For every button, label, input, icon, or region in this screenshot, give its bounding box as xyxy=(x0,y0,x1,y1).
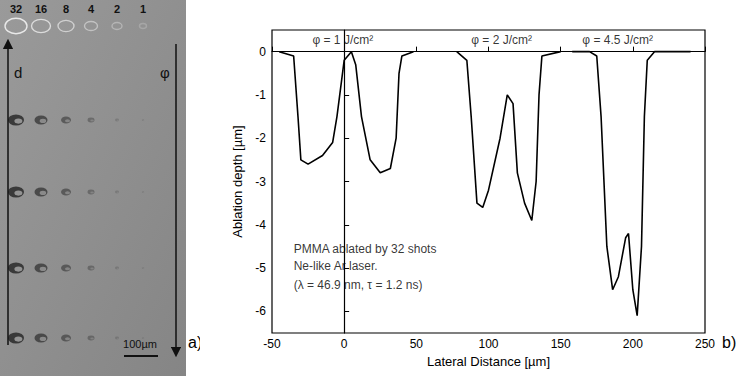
svg-text:100: 100 xyxy=(478,337,498,351)
svg-text:50: 50 xyxy=(410,337,424,351)
svg-text:8: 8 xyxy=(63,3,69,15)
svg-text:-4: -4 xyxy=(255,218,266,232)
svg-text:Ne-like Ar laser.: Ne-like Ar laser. xyxy=(294,259,378,273)
svg-text:φ = 1 J/cm²: φ = 1 J/cm² xyxy=(312,33,373,47)
svg-text:d: d xyxy=(14,64,22,81)
svg-text:16: 16 xyxy=(35,3,47,15)
svg-text:Ablation depth [µm]: Ablation depth [µm] xyxy=(230,125,245,237)
html-text:b): b) xyxy=(722,334,737,351)
svg-text:4: 4 xyxy=(88,3,95,15)
svg-text:2: 2 xyxy=(114,3,120,15)
svg-text:φ = 4.5 J/cm²: φ = 4.5 J/cm² xyxy=(582,33,653,47)
svg-text:φ: φ xyxy=(160,64,170,81)
svg-text:1: 1 xyxy=(140,3,146,15)
svg-text:PMMA ablated by 32 shots: PMMA ablated by 32 shots xyxy=(294,242,437,256)
svg-text:0: 0 xyxy=(259,45,266,59)
svg-text:200: 200 xyxy=(623,337,643,351)
svg-text:32: 32 xyxy=(10,3,22,15)
svg-text:-50: -50 xyxy=(263,337,281,351)
svg-text:100µm: 100µm xyxy=(123,338,157,350)
svg-text:150: 150 xyxy=(551,337,571,351)
svg-text:-2: -2 xyxy=(255,131,266,145)
svg-text:0: 0 xyxy=(341,337,348,351)
svg-text:φ = 2 J/cm²: φ = 2 J/cm² xyxy=(471,33,532,47)
svg-text:-5: -5 xyxy=(255,261,266,275)
svg-text:Lateral Distance [µm]: Lateral Distance [µm] xyxy=(427,354,550,369)
svg-text:-1: -1 xyxy=(255,88,266,102)
svg-text:-6: -6 xyxy=(255,304,266,318)
svg-text:250: 250 xyxy=(695,337,715,351)
svg-text:-3: -3 xyxy=(255,175,266,189)
html-text:a): a) xyxy=(188,334,203,351)
svg-text:(λ = 46.9 nm, τ = 1.2 ns): (λ = 46.9 nm, τ = 1.2 ns) xyxy=(294,278,423,292)
